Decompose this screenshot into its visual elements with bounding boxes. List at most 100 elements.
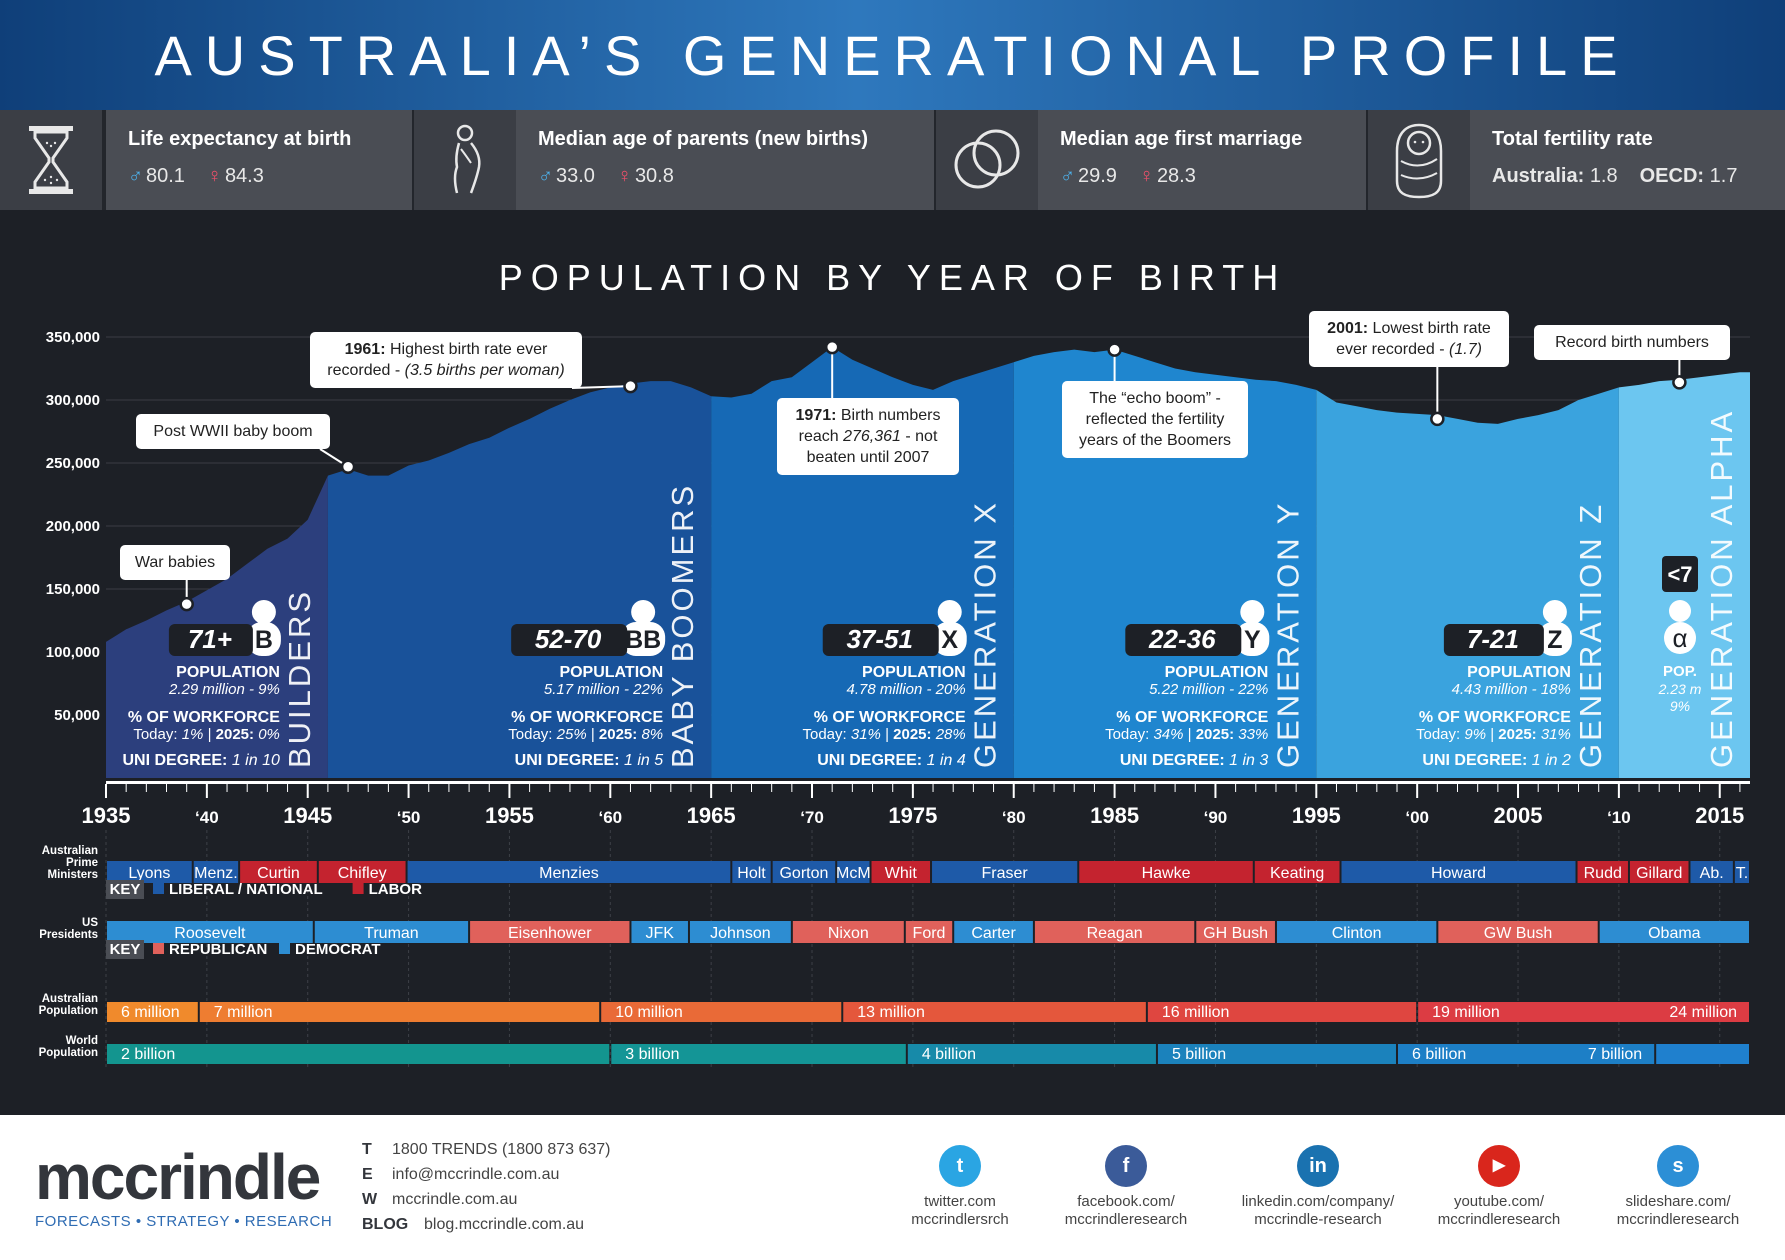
timeline-bar-label: 7 billion [1588,1046,1642,1063]
annotation: 1961: Highest birth rate ever recorded - … [310,332,638,394]
social-facebook[interactable]: f facebook.com/mccrindleresearch [1041,1145,1211,1229]
key-swatch [153,943,164,954]
annotation-point [179,596,194,612]
timeline-bar-label: Gorton [779,865,828,882]
generation-age: 52-70 [535,624,602,654]
page-title: AUSTRALIA’S GENERATIONAL PROFILE [154,23,1631,87]
timeline-bar-label: Gillard [1636,865,1682,882]
stat-title: Median age of parents (new births) [538,128,869,150]
generation-letter: Y [1244,626,1261,654]
population-chart: 50,000 100,000 150,000 200,000 250,000 300,00… [39,311,1750,1070]
timeline-bar [772,861,836,883]
annotation: Post WWII baby boom [136,414,356,475]
annotation-point [1107,342,1122,357]
contact-blog[interactable]: BLOG blog.mccrindle.com.au [362,1216,585,1233]
timeline-bar [1254,861,1340,883]
workforce-label: % OF WORKFORCE [128,709,280,726]
annotation-leader [571,385,631,389]
person-icon [1542,600,1567,624]
annotation-box [1534,325,1730,360]
timeline-label: Ministers [48,869,99,881]
x-tick-label: 2005 [1494,803,1543,828]
female-icon: ♀ [1138,165,1154,187]
timeline-bar-label: Lyons [128,865,170,882]
generation-name: GENERATION Z [1573,502,1608,768]
annotation-point [1672,375,1687,390]
timeline-bar-label: Howard [1431,865,1486,882]
logo-wordmark: mccrindle [35,1141,321,1213]
annotation-point [824,339,840,355]
y-tick-label: 100,000 [46,644,100,661]
y-tick-label: 150,000 [46,581,100,598]
social-linkedin[interactable]: in linkedin.com/company/mccrindle-resear… [1233,1145,1403,1229]
timeline-bar-label: Rudd [1584,865,1622,882]
age-badge [168,624,253,656]
timeline-bar [407,861,731,883]
timeline-bar-label: Nixon [828,925,869,942]
timeline-bar-label: GW Bush [1484,925,1552,942]
timeline-bar [601,1002,842,1022]
timeline-bar-label: 6 million [121,1004,180,1021]
age-badge [822,624,939,656]
footer: mccrindle FORECASTS • STRATEGY • RESEARC… [0,1115,1785,1260]
timeline-bar-label: McM [836,865,871,882]
uni-degree: UNI DEGREE: 1 in 5 [515,752,664,769]
generation-letter-badge [1235,622,1270,656]
timeline-bar [199,1002,600,1022]
social-twitter[interactable]: t twitter.com mccrindlersrch [875,1145,1045,1229]
timeline-bar-label: JFK [645,925,674,942]
timeline-bar [732,861,771,883]
generation-letter-badge [1537,622,1572,656]
generation-letter: B [255,626,273,654]
timeline-bar-label: 3 billion [625,1046,679,1063]
uni-degree: UNI DEGREE: 1 in 10 [122,752,279,769]
age-badge [1125,624,1242,656]
timeline-bar-label: 4 billion [922,1046,976,1063]
population-share: 9% [1670,698,1690,714]
generation-letter-badge [932,622,967,656]
timeline-bar-label: Chifley [338,865,387,882]
annotation-text: Record birth numbers [1555,334,1709,351]
person-icon [251,600,276,624]
social-youtube[interactable]: ▶ youtube.com/mccrindleresearch [1414,1145,1584,1229]
x-tick-label: ‘50 [397,808,421,827]
population-value: 5.17 million - 22% [544,681,663,698]
timeline-bar [1629,861,1689,883]
x-tick-label: ‘90 [1204,808,1228,827]
social-slideshare[interactable]: s slideshare.com/mccrindleresearch [1593,1145,1763,1229]
stat-title: Total fertility rate [1492,128,1653,150]
generation-age: 37-51 [846,624,913,654]
female-value: ♀ 28.3 [1138,165,1196,187]
female-icon: ♀ [206,165,222,187]
timeline-bar-label: Curtin [257,865,300,882]
stat-title: Median age first marriage [1060,128,1303,150]
timeline-bar [689,921,791,943]
timeline-bar-label: Fraser [982,865,1029,882]
timeline-bar [1196,921,1275,943]
timeline-bar-label: Holt [737,865,766,882]
key-swatch [352,883,364,894]
timeline-bar [1276,921,1437,943]
female-icon: ♀ [616,165,632,187]
timeline-bar-label: Keating [1270,865,1324,882]
age-badge [1662,556,1698,592]
workforce-values: Today: 1% | 2025: 0% [133,726,280,743]
key-item-label: LIBERAL / NATIONAL [169,881,323,898]
timeline-bar [1656,1044,1749,1064]
population-label: POPULATION [559,664,663,681]
timeline-bar [1147,1002,1417,1022]
male-value: ♂ 33.0 [538,165,595,187]
uni-degree: UNI DEGREE: 1 in 2 [1422,752,1571,769]
workforce-label: % OF WORKFORCE [1419,709,1571,726]
annotation-box [120,545,230,580]
x-tick-label: 2015 [1695,803,1744,828]
stat-median-age-parents: Median age of parents (new births) ♂ 33.0… [516,110,934,210]
timeline-bar [107,1002,198,1022]
person-icon [937,600,962,624]
uni-degree: UNI DEGREE: 1 in 3 [1120,752,1269,769]
